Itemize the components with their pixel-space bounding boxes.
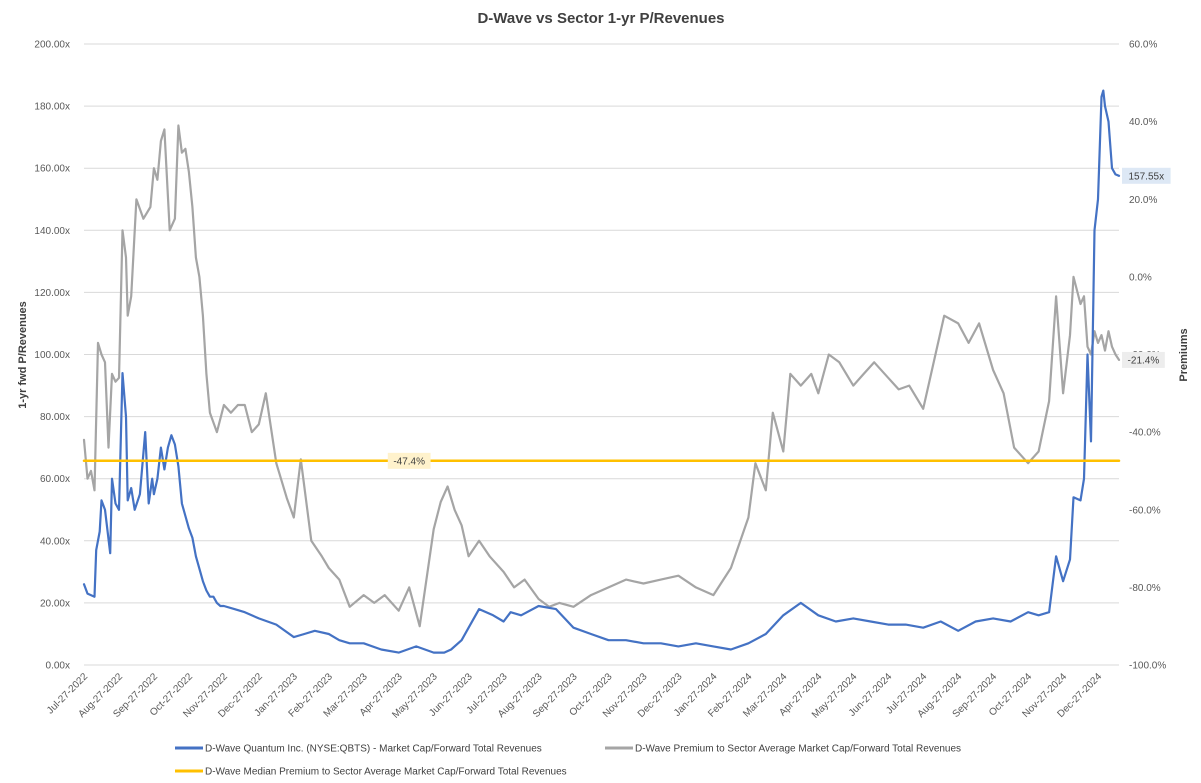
y-tick-left: 140.00x (34, 226, 70, 237)
y-tick-right: 60.0% (1129, 40, 1157, 51)
y-axis-title-right: Premiums (1178, 328, 1190, 381)
y-tick-left: 60.00x (40, 474, 70, 485)
y-tick-right: -40.0% (1129, 428, 1161, 439)
callout-box (387, 452, 431, 469)
legend-entry: D-Wave Quantum Inc. (NYSE:QBTS) - Market… (205, 744, 542, 755)
y-tick-left: 20.00x (40, 598, 70, 609)
chart-title: D-Wave vs Sector 1-yr P/Revenues (477, 10, 724, 27)
y-tick-left: 180.00x (34, 102, 70, 113)
y-tick-right: -80.0% (1129, 583, 1161, 594)
data-callouts: 157.55x -21.4% -47.4% (387, 167, 1171, 469)
y-tick-left: 0.00x (46, 661, 70, 672)
legend-entry: D-Wave Median Premium to Sector Average … (205, 767, 567, 778)
callout-box (1122, 351, 1165, 368)
series-line-qbts-multiple (82, 89, 1121, 654)
y-tick-right: 20.0% (1129, 195, 1157, 206)
callout-box (1122, 167, 1171, 184)
y-tick-left: 80.00x (40, 412, 70, 423)
gridlines (84, 43, 1119, 666)
y-tick-left: 200.00x (34, 40, 70, 51)
y-axis-title-left: 1-yr fwd P/Revenues (17, 301, 29, 409)
legend-entry: D-Wave Premium to Sector Average Market … (635, 744, 961, 755)
callout-label: -47.4% (393, 456, 425, 467)
callout-label: 157.55x (1129, 171, 1165, 182)
y-tick-left: 40.00x (40, 536, 70, 547)
legend: D-Wave Quantum Inc. (NYSE:QBTS) - Market… (175, 744, 961, 778)
y-tick-right: 40.0% (1129, 117, 1157, 128)
y-tick-right: -60.0% (1129, 505, 1161, 516)
x-axis: Jul-27-2022Aug-27-2022Sep-27-2022Oct-27-… (45, 671, 1104, 721)
y-tick-left: 100.00x (34, 350, 70, 361)
y-tick-right: -100.0% (1129, 661, 1166, 672)
series-line-premium (82, 124, 1121, 628)
callout-label: -21.4% (1128, 355, 1160, 366)
series-group (82, 89, 1121, 654)
y-tick-right: 0.0% (1129, 272, 1152, 283)
y-axis-left: 0.00x 20.00x 40.00x 60.00x 80.00x 100.00x 120.… (34, 40, 70, 672)
y-tick-left: 160.00x (34, 164, 70, 175)
y-tick-left: 120.00x (34, 288, 70, 299)
